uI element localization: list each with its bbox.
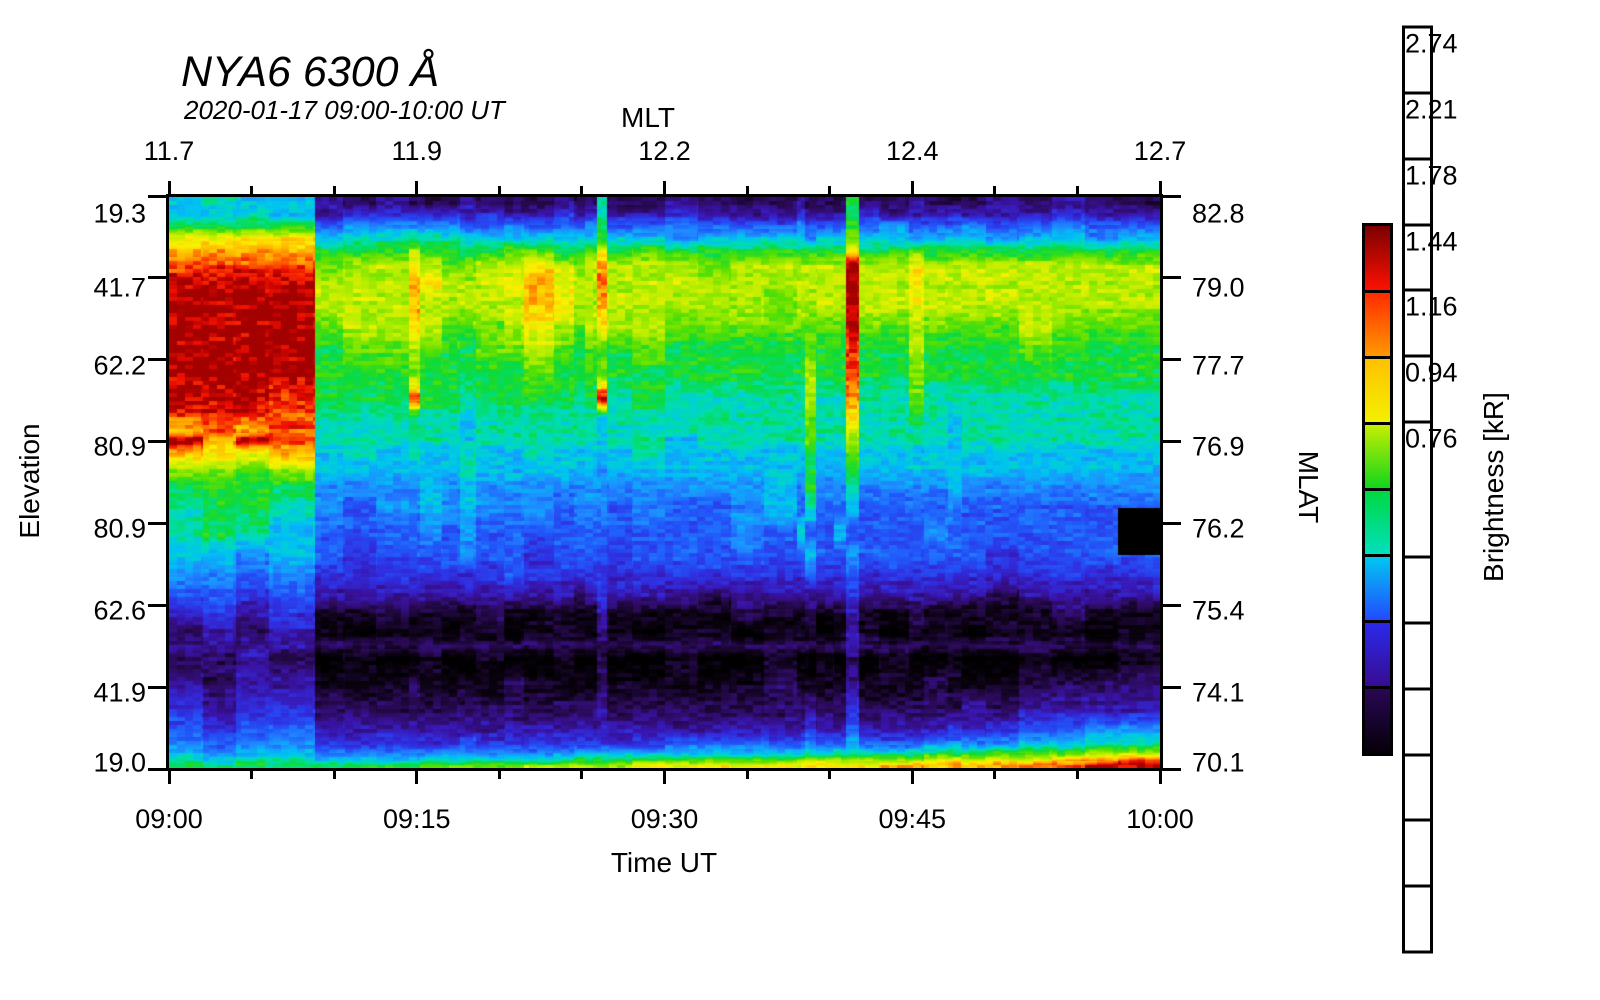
bottom-axis-major-tick xyxy=(415,771,419,784)
colorbar-divider xyxy=(1365,290,1390,294)
bottom-axis-major-tick xyxy=(167,771,171,784)
left-axis-tick-label: 62.6 xyxy=(93,595,146,626)
left-axis-tick xyxy=(148,685,166,689)
left-axis-tick xyxy=(148,358,166,362)
bottom-axis-minor-tick xyxy=(580,771,584,779)
top-axis-tick-label: 12.2 xyxy=(638,136,691,166)
top-axis-major-tick xyxy=(910,181,914,194)
left-axis-tick-label: 41.7 xyxy=(93,272,146,303)
right-axis-tick-label: 75.4 xyxy=(1192,595,1245,626)
right-axis-tick xyxy=(1163,521,1181,525)
top-axis-minor-tick xyxy=(828,186,832,194)
top-axis-minor-tick xyxy=(745,186,749,194)
left-axis-tick-label: 19.3 xyxy=(93,198,146,229)
top-axis-major-tick xyxy=(663,181,666,194)
right-axis-tick xyxy=(1163,685,1181,689)
colorbar-title: Brightness [kR] xyxy=(1478,392,1509,582)
left-axis-tick-label: 19.0 xyxy=(93,747,146,778)
right-axis-tick-label: 77.7 xyxy=(1192,350,1245,381)
top-axis-major-tick xyxy=(167,181,171,194)
bottom-axis-major-tick xyxy=(1158,771,1162,784)
right-axis-tick xyxy=(1163,276,1181,280)
bottom-axis-minor-tick xyxy=(993,771,997,779)
right-axis-tick-label: 70.1 xyxy=(1192,747,1245,778)
colorbar-segment xyxy=(1365,621,1390,688)
bottom-axis-tick-label: 09:15 xyxy=(382,804,451,834)
right-axis-tick xyxy=(1163,603,1181,607)
colorbar-divider xyxy=(1365,553,1390,557)
colorbar-divider xyxy=(1365,488,1390,491)
bottom-axis-minor-tick xyxy=(497,771,501,779)
colorbar-divider xyxy=(1365,422,1390,426)
colorbar-segment xyxy=(1365,226,1390,293)
plot-subtitle: 2020-01-17 09:00-10:00 UT xyxy=(184,95,505,125)
top-axis-major-tick xyxy=(415,181,419,194)
left-axis-tick xyxy=(148,440,166,444)
top-axis-minor-tick xyxy=(993,186,997,194)
bottom-axis-minor-tick xyxy=(745,771,749,779)
right-axis-tick xyxy=(1163,440,1181,444)
left-axis-tick-label: 80.9 xyxy=(93,431,146,462)
bottom-axis-minor-tick xyxy=(250,771,254,779)
top-axis-major-tick xyxy=(1158,181,1162,194)
bottom-axis-tick-label: 10:00 xyxy=(1126,804,1194,834)
top-axis-minor-tick xyxy=(250,186,254,194)
right-axis-tick xyxy=(1163,767,1181,771)
colorbar-segment xyxy=(1365,423,1390,490)
top-axis-minor-tick xyxy=(1075,186,1079,194)
top-axis-tick-label: 12.7 xyxy=(1133,136,1187,166)
colorbar-segment xyxy=(1365,687,1390,754)
left-axis-tick xyxy=(148,194,166,198)
plot-title: NYA6 6300 Å xyxy=(181,48,440,96)
top-axis-minor-tick xyxy=(497,186,501,194)
left-axis-tick xyxy=(148,767,166,771)
colorbar-divider xyxy=(1365,356,1390,360)
right-axis-tick xyxy=(1163,194,1181,198)
heatmap-canvas xyxy=(169,197,1160,768)
right-axis-tick-label: 76.2 xyxy=(1192,513,1245,544)
heatmap-plot-area xyxy=(166,194,1163,771)
top-axis-minor-tick xyxy=(580,186,584,194)
right-axis-tick xyxy=(1163,358,1181,362)
left-axis-tick-label: 41.9 xyxy=(93,677,146,708)
right-axis-title: MLAT xyxy=(1293,450,1324,524)
left-axis-tick-label: 62.2 xyxy=(93,350,146,381)
left-axis-tick xyxy=(148,276,166,280)
top-axis-title: MLT xyxy=(621,102,675,133)
top-axis-minor-tick xyxy=(332,186,336,194)
right-axis-tick-label: 76.9 xyxy=(1192,431,1245,462)
colorbar-tick-label: 0.76 xyxy=(1402,420,1458,954)
top-axis-tick-label: 12.4 xyxy=(885,136,939,166)
bottom-axis-major-tick xyxy=(910,771,914,784)
left-axis-tick xyxy=(148,521,166,525)
colorbar-segment xyxy=(1365,555,1390,622)
colorbar-segment xyxy=(1365,291,1390,359)
left-axis-title: Elevation xyxy=(14,423,45,539)
right-axis-tick-label: 82.8 xyxy=(1192,198,1245,229)
top-axis-tick-label: 11.9 xyxy=(391,136,443,166)
right-axis-tick-label: 79.0 xyxy=(1192,272,1245,303)
colorbar-segment xyxy=(1365,357,1390,425)
bottom-axis-minor-tick xyxy=(1075,771,1079,779)
colorbar xyxy=(1362,223,1393,756)
colorbar-divider xyxy=(1365,685,1390,689)
bottom-axis-minor-tick xyxy=(828,771,832,779)
left-axis-tick-label: 80.9 xyxy=(93,513,146,544)
bottom-axis-tick-label: 09:30 xyxy=(630,804,699,834)
bottom-axis-tick-label: 09:45 xyxy=(878,804,947,834)
bottom-axis-title: Time UT xyxy=(610,847,718,878)
colorbar-divider xyxy=(1365,619,1390,623)
bottom-axis-minor-tick xyxy=(332,771,336,779)
right-axis-tick-label: 74.1 xyxy=(1192,677,1245,708)
bottom-axis-major-tick xyxy=(663,771,666,784)
bottom-axis-tick-label: 09:00 xyxy=(135,804,203,834)
colorbar-segment xyxy=(1365,489,1390,556)
left-axis-tick xyxy=(148,603,166,607)
top-axis-tick-label: 11.7 xyxy=(143,136,195,166)
